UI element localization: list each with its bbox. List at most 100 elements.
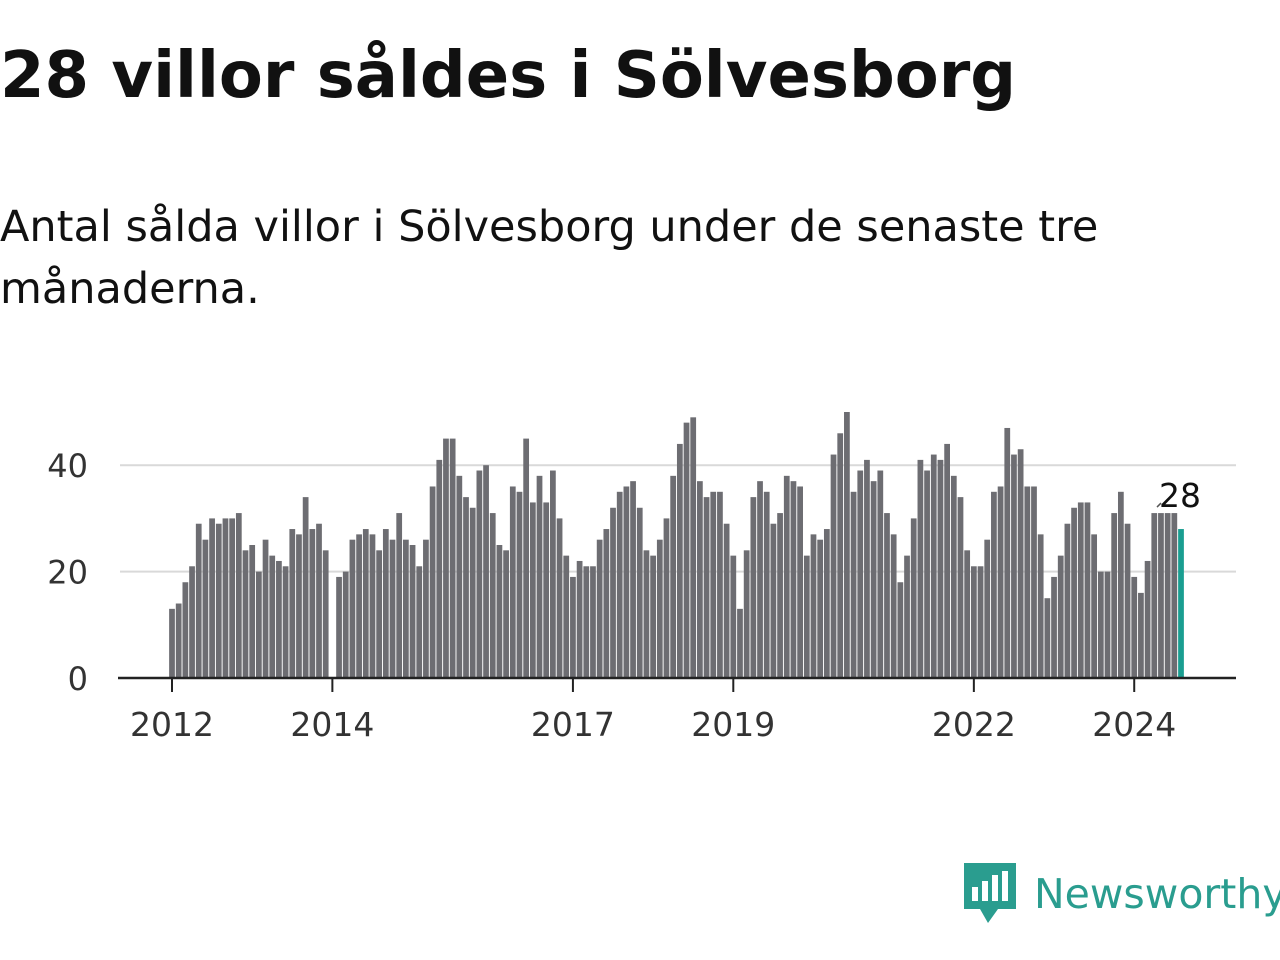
bar [643, 550, 650, 678]
bar [543, 502, 550, 678]
bar [536, 475, 543, 678]
bar [656, 539, 663, 678]
bar [356, 534, 362, 678]
bar [389, 539, 396, 678]
bar [309, 529, 316, 678]
bar [322, 550, 329, 678]
bar [463, 497, 469, 678]
bar [730, 555, 737, 678]
bar [663, 518, 670, 678]
bar [1171, 513, 1178, 678]
bar [249, 545, 256, 678]
bar [489, 513, 496, 678]
bar [1091, 534, 1098, 678]
bar [302, 497, 309, 678]
bar [783, 475, 790, 678]
bar [296, 534, 302, 678]
x-tick-label: 2022 [932, 705, 1016, 744]
bar [529, 502, 536, 678]
bar [255, 571, 262, 678]
bar [1044, 598, 1051, 678]
bar [349, 539, 356, 678]
bar [910, 518, 917, 678]
bar [797, 486, 803, 678]
bar [1151, 513, 1158, 678]
bar [857, 470, 864, 678]
bar [957, 497, 964, 678]
bar [1011, 454, 1017, 678]
bar [336, 576, 342, 678]
bar [1097, 571, 1104, 678]
bar [369, 534, 376, 678]
bar [182, 582, 189, 678]
bar [429, 486, 436, 678]
bar [169, 608, 175, 678]
bar [830, 454, 837, 678]
highlight-value-label: 28 [1159, 476, 1201, 515]
bar [890, 534, 897, 678]
bar [583, 566, 590, 678]
bar [195, 523, 202, 678]
bar [1024, 486, 1031, 678]
bar [723, 523, 730, 678]
bar [823, 529, 830, 678]
bar [483, 465, 489, 678]
bar [469, 507, 476, 678]
bar [189, 566, 195, 678]
bar [1131, 576, 1138, 678]
bar [937, 459, 944, 678]
bar [1158, 513, 1164, 678]
x-tick-label: 2024 [1092, 705, 1176, 744]
bar [897, 582, 904, 678]
bar [1084, 502, 1091, 678]
chart-subtitle: Antal sålda villor i Sölvesborg under de… [0, 202, 1099, 314]
bar [790, 481, 797, 678]
bar [743, 550, 750, 678]
bar [1071, 507, 1077, 678]
bar [1117, 491, 1124, 678]
bar [844, 412, 850, 678]
bar [610, 507, 616, 678]
bar [1124, 523, 1131, 678]
bar [710, 491, 717, 678]
bar [950, 475, 957, 678]
bar [269, 555, 276, 678]
bar [1144, 560, 1151, 678]
bar [944, 443, 950, 678]
bar [1104, 571, 1111, 678]
bar [570, 576, 576, 678]
bar [603, 529, 610, 678]
bar [930, 454, 937, 678]
bar [630, 481, 636, 678]
bar [382, 529, 389, 678]
bar [616, 491, 623, 678]
bar [396, 513, 403, 678]
bar [423, 539, 429, 678]
bar [737, 608, 743, 678]
bar [362, 529, 369, 678]
bar [342, 571, 349, 678]
bar [516, 491, 523, 678]
bar [1004, 427, 1011, 678]
bar [563, 555, 570, 678]
bar [717, 491, 723, 678]
x-tick-label: 2012 [130, 705, 214, 744]
bar [503, 550, 509, 678]
bar [1037, 534, 1044, 678]
newsworthy-logo-text: Newsworthy [1034, 869, 1280, 918]
bar [676, 443, 683, 678]
bar [864, 459, 870, 678]
bar [984, 539, 991, 678]
bar [523, 438, 530, 678]
newsworthy-logo-icon [964, 863, 1016, 923]
bar [403, 539, 409, 678]
bar [550, 470, 556, 678]
bar [850, 491, 857, 678]
bar [175, 603, 182, 678]
bar [596, 539, 603, 678]
bar [683, 422, 690, 678]
bar [670, 475, 677, 678]
bar [262, 539, 269, 678]
bar [970, 566, 977, 678]
bar [202, 539, 209, 678]
